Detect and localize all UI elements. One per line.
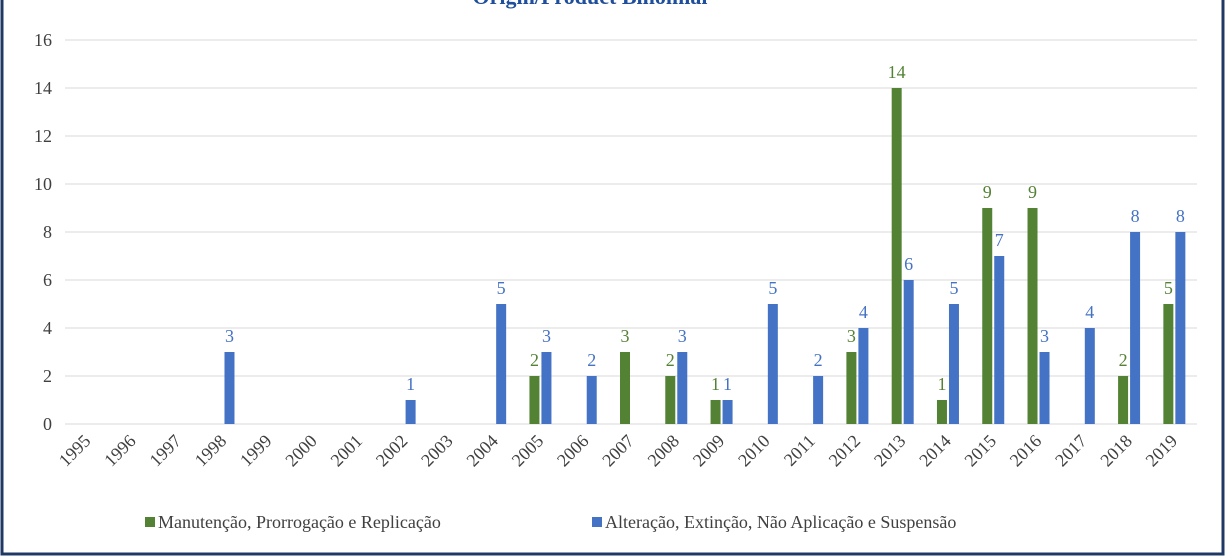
x-tick-label: 2006 — [553, 431, 593, 471]
x-tick-label: 2018 — [1096, 431, 1136, 471]
data-label: 5 — [1164, 278, 1173, 298]
legend-label: Manutenção, Prorrogação e Replicação — [158, 512, 441, 532]
bar — [620, 352, 630, 424]
x-tick-label: 2014 — [915, 431, 955, 471]
bar — [722, 400, 733, 424]
data-label: 3 — [621, 326, 630, 346]
y-tick-label: 10 — [34, 174, 52, 194]
legend-swatch — [145, 517, 155, 527]
y-tick-label: 16 — [34, 30, 52, 50]
bar — [813, 376, 824, 424]
x-tick-label: 1998 — [191, 431, 231, 471]
x-tick-label: 2013 — [870, 431, 910, 471]
data-label: 8 — [1176, 206, 1185, 226]
bar — [1039, 352, 1050, 424]
bar — [665, 376, 676, 424]
data-label: 1 — [937, 374, 946, 394]
x-tick-label: 2001 — [327, 431, 367, 471]
data-label: 1 — [406, 374, 415, 394]
x-tick-label: 2000 — [281, 431, 321, 471]
data-label: 6 — [904, 254, 913, 274]
bar — [891, 88, 902, 424]
bar — [541, 352, 552, 424]
bar — [994, 256, 1005, 424]
bar — [1163, 304, 1174, 424]
x-tick-label: 2002 — [372, 431, 412, 471]
y-tick-label: 2 — [43, 366, 52, 386]
y-tick-label: 0 — [43, 414, 52, 434]
bar — [982, 208, 993, 424]
y-tick-label: 8 — [43, 222, 52, 242]
bar — [1130, 232, 1141, 424]
bar — [1118, 376, 1129, 424]
data-label: 14 — [888, 62, 906, 82]
bar — [224, 352, 235, 424]
bar — [405, 400, 416, 424]
x-tick-label: 2008 — [644, 431, 684, 471]
x-tick-label: 1995 — [55, 431, 95, 471]
chart-title: Origin/Product Binomial — [473, 0, 708, 9]
bar — [1027, 208, 1038, 424]
x-tick-label: 2004 — [462, 431, 502, 471]
data-label: 2 — [530, 350, 539, 370]
data-label: 9 — [1028, 182, 1037, 202]
legend-label: Alteração, Extinção, Não Aplicação e Sus… — [605, 512, 956, 532]
x-tick-label: 1999 — [236, 431, 276, 471]
data-label: 2 — [666, 350, 675, 370]
bar — [710, 400, 721, 424]
data-label: 3 — [847, 326, 856, 346]
bar — [677, 352, 688, 424]
data-label: 3 — [542, 326, 551, 346]
data-label: 4 — [859, 302, 868, 322]
data-label: 7 — [995, 230, 1004, 250]
y-tick-label: 6 — [43, 270, 52, 290]
bar — [1084, 328, 1095, 424]
x-tick-label: 2010 — [734, 431, 774, 471]
data-label: 5 — [949, 278, 958, 298]
bar — [1175, 232, 1186, 424]
data-label: 2 — [587, 350, 596, 370]
data-label: 1 — [723, 374, 732, 394]
x-tick-label: 1997 — [145, 431, 185, 471]
x-tick-label: 2009 — [689, 431, 729, 471]
x-tick-label: 2015 — [960, 431, 1000, 471]
data-label: 9 — [983, 182, 992, 202]
bar — [767, 304, 778, 424]
data-label: 3 — [225, 326, 234, 346]
data-label: 2 — [814, 350, 823, 370]
bar — [529, 376, 540, 424]
data-label: 2 — [1119, 350, 1128, 370]
bar — [858, 328, 869, 424]
bar — [903, 280, 914, 424]
x-tick-label: 2003 — [417, 431, 457, 471]
x-tick-label: 2012 — [825, 431, 865, 471]
bar — [496, 304, 507, 424]
bar — [948, 304, 959, 424]
x-tick-label: 2007 — [598, 431, 638, 471]
bar — [846, 352, 857, 424]
y-tick-label: 4 — [43, 318, 52, 338]
data-label: 5 — [497, 278, 506, 298]
data-label: 1 — [711, 374, 720, 394]
data-label: 3 — [678, 326, 687, 346]
bar — [586, 376, 597, 424]
x-tick-label: 2017 — [1051, 431, 1091, 471]
bar — [936, 400, 947, 424]
data-label: 4 — [1085, 302, 1094, 322]
y-tick-label: 14 — [34, 78, 52, 98]
data-label: 3 — [1040, 326, 1049, 346]
y-tick-label: 12 — [34, 126, 52, 146]
data-label: 8 — [1131, 206, 1140, 226]
x-tick-label: 1996 — [100, 431, 140, 471]
x-tick-label: 2011 — [780, 431, 819, 470]
legend-swatch — [592, 517, 602, 527]
x-tick-label: 2005 — [508, 431, 548, 471]
x-tick-label: 2019 — [1142, 431, 1182, 471]
x-tick-label: 2016 — [1006, 431, 1046, 471]
data-label: 5 — [768, 278, 777, 298]
